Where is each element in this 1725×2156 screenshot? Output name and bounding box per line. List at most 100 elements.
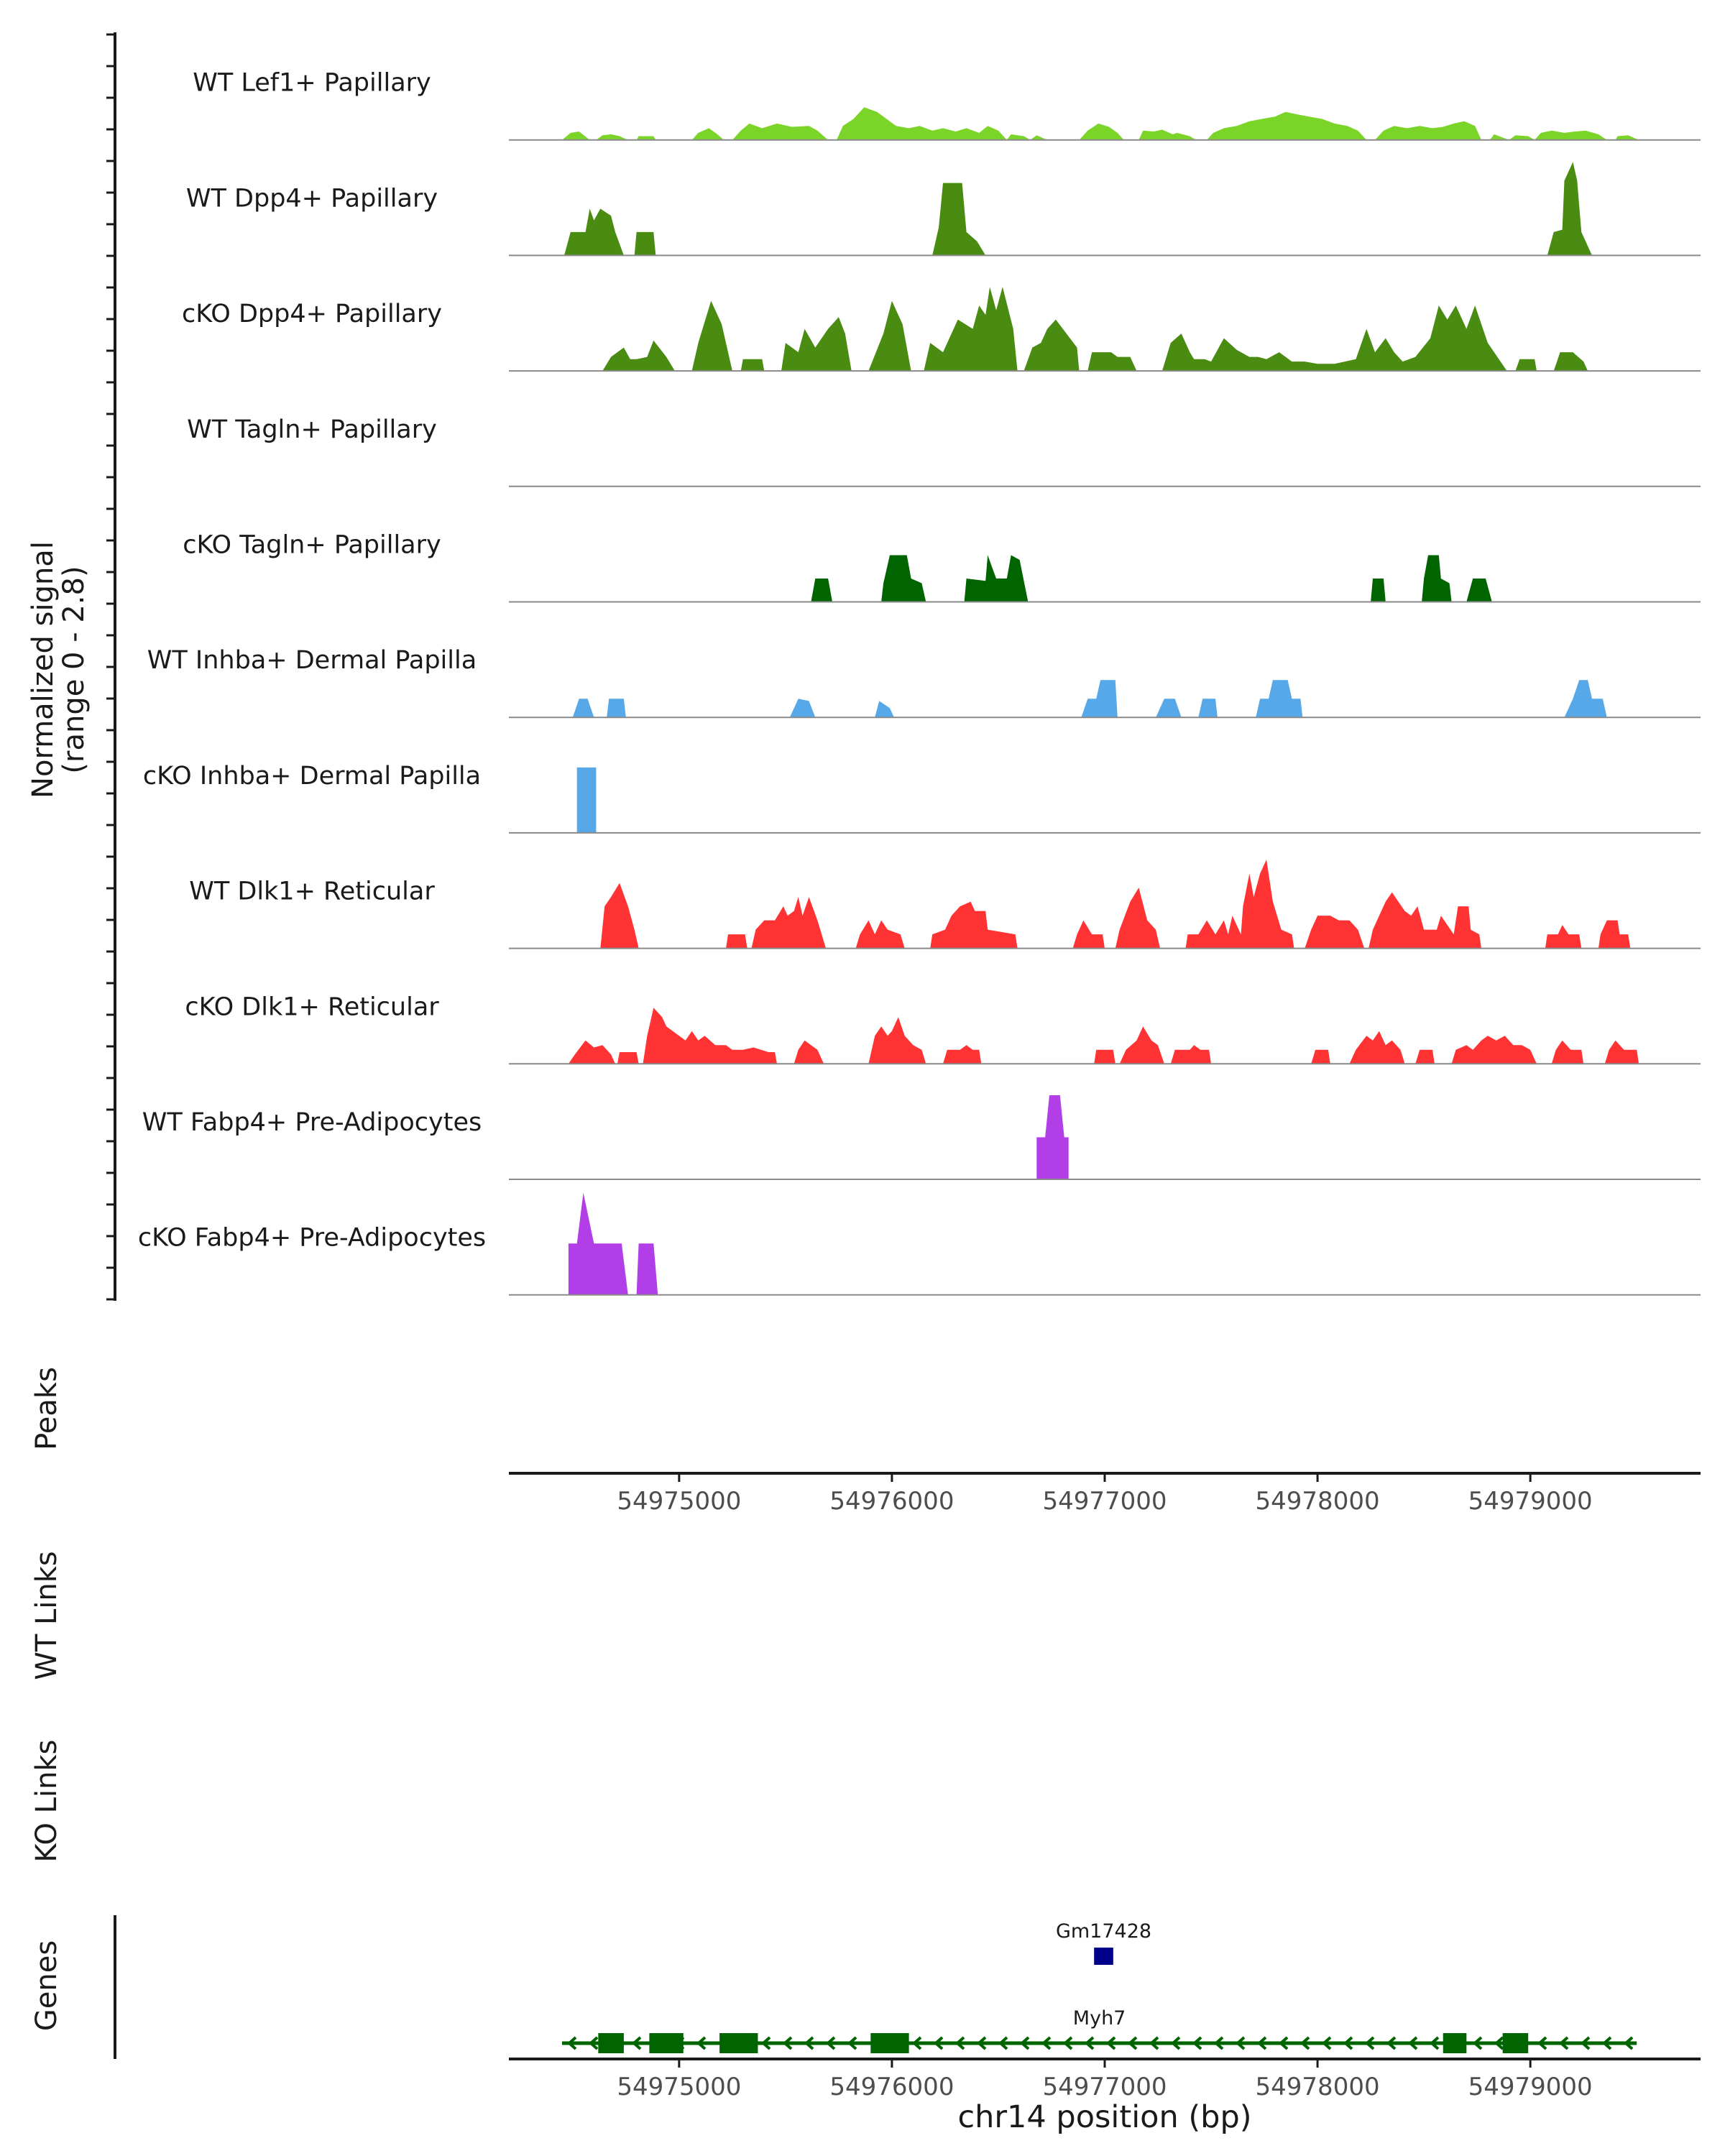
strand-arrow [632, 2036, 642, 2050]
strand-arrow [1581, 2036, 1591, 2050]
strand-arrow [1192, 2036, 1202, 2050]
gene-exon [1502, 2033, 1529, 2053]
signal-area [576, 767, 597, 833]
coverage-tracks: WT Lef1+ Papillary WT Dpp4+ Papillary cKO … [138, 69, 1701, 1296]
gene-exon [598, 2033, 624, 2053]
track-label: WT Lef1+ Papillary [193, 69, 431, 98]
strand-arrow [589, 2036, 599, 2050]
track-wt-inhbapos-dermal-papilla: WT Inhba+ Dermal Papilla [147, 646, 1701, 719]
track-wt-lef1pos-papillary: WT Lef1+ Papillary [193, 69, 1701, 141]
strand-arrow [1473, 2036, 1483, 2050]
strand-arrow [804, 2036, 814, 2050]
gene-models: Gm17428 Myh7 [562, 1920, 1637, 2053]
track-label: WT Inhba+ Dermal Papilla [147, 646, 477, 675]
track-label: WT Dpp4+ Papillary [186, 184, 438, 213]
strand-arrow [934, 2036, 944, 2050]
x-tick-label: 54977000 [1042, 2073, 1167, 2101]
track-label: WT Dlk1+ Reticular [189, 877, 435, 906]
track-wt-fabp4pos-pre-adipocytes: WT Fabp4+ Pre-Adipocytes [142, 1095, 1701, 1180]
strand-arrow [1430, 2036, 1440, 2050]
peaks-axis-ticks: 54975000 54976000 54977000 54978000 54979000 [617, 1473, 1593, 1516]
peaks-panel-label: Peaks [30, 1367, 63, 1450]
gene-label: Gm17428 [1056, 1920, 1151, 1943]
gene-exon [719, 2033, 758, 2053]
track-cko-taglnpos-papillary: cKO Tagln+ Papillary [183, 531, 1701, 603]
x-tick-label: 54979000 [1468, 2073, 1593, 2101]
y-axis-label: Normalized signal [27, 541, 60, 798]
strand-arrow [1300, 2036, 1310, 2050]
strand-arrow [1494, 2036, 1504, 2050]
wt-links-panel-label: WT Links [30, 1551, 63, 1680]
strand-arrow [1041, 2036, 1052, 2050]
ko-links-panel-label: KO Links [30, 1740, 63, 1863]
x-axis-label: chr14 position (bp) [957, 2099, 1251, 2135]
x-tick-label: 54976000 [829, 1487, 954, 1516]
strand-arrow [998, 2036, 1008, 2050]
x-tick-label: 54978000 [1256, 2073, 1380, 2101]
strand-arrow [1106, 2036, 1116, 2050]
strand-arrow [1257, 2036, 1267, 2050]
strand-arrow [1020, 2036, 1030, 2050]
signal-area [568, 1008, 1639, 1064]
strand-arrow [1386, 2036, 1397, 2050]
y-axis-sublabel: (range 0 - 2.8) [58, 566, 91, 773]
gene-label: Myh7 [1073, 2007, 1126, 2030]
strand-arrow [955, 2036, 965, 2050]
track-wt-dlk1pos-reticular: WT Dlk1+ Reticular [189, 860, 1701, 949]
strand-arrow [1408, 2036, 1418, 2050]
track-cko-fabp4pos-pre-adipocytes: cKO Fabp4+ Pre-Adipocytes [138, 1192, 1701, 1296]
genes-panel-label: Genes [30, 1940, 63, 2031]
strand-arrow [1624, 2036, 1634, 2050]
strand-arrow [1322, 2036, 1332, 2050]
signal-area [811, 555, 1492, 602]
track-wt-taglnpos-papillary: WT Tagln+ Papillary [187, 415, 1701, 487]
signal-area [602, 287, 1588, 372]
strand-arrow [783, 2036, 793, 2050]
strand-arrow [1279, 2036, 1289, 2050]
strand-arrow [1236, 2036, 1246, 2050]
gene-exon [1443, 2033, 1467, 2053]
strand-arrow [1128, 2036, 1138, 2050]
gene-exon [870, 2033, 909, 2053]
strand-arrow [977, 2036, 987, 2050]
strand-arrow [1559, 2036, 1569, 2050]
gene-exon [1094, 1948, 1113, 1965]
signal-area [568, 1192, 658, 1295]
strand-arrow [1537, 2036, 1547, 2050]
track-cko-dpp4pos-papillary: cKO Dpp4+ Papillary [182, 287, 1701, 372]
y-axis-ticks [106, 33, 115, 1301]
track-cko-dlk1pos-reticular: cKO Dlk1+ Reticular [185, 992, 1701, 1065]
track-label: WT Fabp4+ Pre-Adipocytes [142, 1108, 482, 1137]
signal-area [562, 107, 1639, 140]
gene-gm17428: Gm17428 [1056, 1920, 1151, 1965]
strand-arrow [1343, 2036, 1353, 2050]
track-cko-inhbapos-dermal-papilla: cKO Inhba+ Dermal Papilla [143, 762, 1701, 834]
strand-arrow [761, 2036, 771, 2050]
strand-arrow [696, 2036, 707, 2050]
signal-area [1036, 1095, 1069, 1179]
x-tick-label: 54975000 [617, 2073, 741, 2101]
gene-exon [649, 2033, 684, 2053]
strand-arrow [1365, 2036, 1375, 2050]
strand-arrow [847, 2036, 857, 2050]
track-label: cKO Tagln+ Papillary [183, 531, 441, 560]
strand-arrow [912, 2036, 922, 2050]
x-tick-label: 54978000 [1256, 1487, 1380, 1516]
track-label: cKO Fabp4+ Pre-Adipocytes [138, 1224, 486, 1253]
track-wt-dpp4pos-papillary: WT Dpp4+ Papillary [186, 162, 1701, 257]
strand-arrow [567, 2036, 577, 2050]
x-tick-label: 54975000 [617, 1487, 741, 1516]
x-tick-label: 54979000 [1468, 1487, 1593, 1516]
strand-arrow [1085, 2036, 1095, 2050]
x-tick-label: 54977000 [1042, 1487, 1167, 1516]
signal-area [572, 680, 1607, 718]
strand-arrow [1602, 2036, 1612, 2050]
track-label: WT Tagln+ Papillary [187, 415, 437, 444]
genes-axis-ticks: 54975000 54976000 54977000 54978000 54979000 [617, 2059, 1593, 2101]
gene-myh7: Myh7 [562, 2007, 1637, 2053]
track-label: cKO Dpp4+ Papillary [182, 300, 442, 328]
track-label: cKO Inhba+ Dermal Papilla [143, 762, 481, 791]
strand-arrow [826, 2036, 836, 2050]
strand-arrow [1063, 2036, 1073, 2050]
